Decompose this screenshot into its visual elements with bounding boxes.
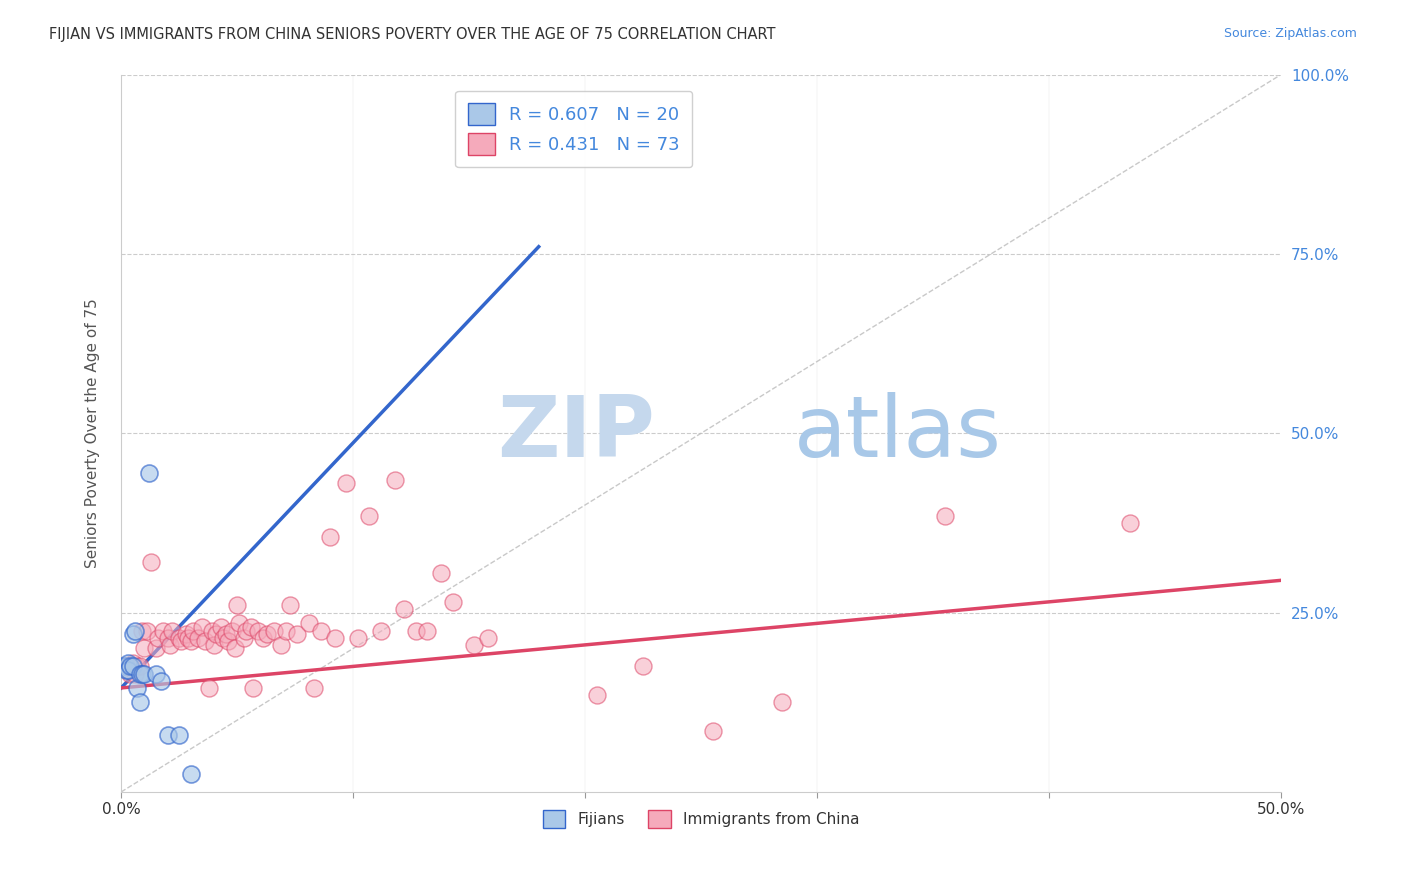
Point xyxy=(180,767,202,781)
Point xyxy=(194,634,217,648)
Point xyxy=(934,508,956,523)
Point xyxy=(191,620,214,634)
Point xyxy=(274,624,297,638)
Point xyxy=(149,673,172,688)
Point xyxy=(145,666,167,681)
Point xyxy=(201,624,224,638)
Point xyxy=(370,624,392,638)
Point xyxy=(120,666,142,681)
Point xyxy=(128,695,150,709)
Point xyxy=(131,666,153,681)
Point xyxy=(247,624,270,638)
Point xyxy=(226,599,249,613)
Point xyxy=(202,638,225,652)
Point xyxy=(384,473,406,487)
Point xyxy=(585,688,607,702)
Point xyxy=(160,624,183,638)
Point xyxy=(156,728,179,742)
Point xyxy=(214,627,236,641)
Point xyxy=(128,666,150,681)
Point xyxy=(145,641,167,656)
Point xyxy=(174,627,197,641)
Point xyxy=(117,656,139,670)
Point xyxy=(127,681,149,695)
Point xyxy=(298,616,321,631)
Text: ZIP: ZIP xyxy=(496,392,655,475)
Point xyxy=(416,624,439,638)
Point xyxy=(181,624,204,638)
Point xyxy=(114,659,136,673)
Point xyxy=(280,599,302,613)
Point xyxy=(114,659,136,673)
Point xyxy=(141,555,163,569)
Point xyxy=(156,631,179,645)
Point xyxy=(180,634,202,648)
Point xyxy=(138,466,160,480)
Point xyxy=(117,659,139,673)
Point xyxy=(124,624,146,638)
Point xyxy=(121,656,143,670)
Point xyxy=(212,631,235,645)
Point xyxy=(441,595,464,609)
Point xyxy=(240,620,263,634)
Point xyxy=(167,728,190,742)
Point xyxy=(702,723,724,738)
Point xyxy=(1119,516,1142,530)
Point xyxy=(217,634,239,648)
Point xyxy=(114,663,136,677)
Point xyxy=(177,631,200,645)
Point xyxy=(121,627,143,641)
Point xyxy=(148,631,170,645)
Text: Source: ZipAtlas.com: Source: ZipAtlas.com xyxy=(1223,27,1357,40)
Point xyxy=(233,631,256,645)
Point xyxy=(256,627,278,641)
Point xyxy=(127,659,149,673)
Point xyxy=(224,641,246,656)
Point xyxy=(263,624,285,638)
Point xyxy=(235,624,257,638)
Point xyxy=(770,695,793,709)
Point xyxy=(167,631,190,645)
Point xyxy=(117,663,139,677)
Point xyxy=(477,631,499,645)
Point xyxy=(170,634,193,648)
Point xyxy=(392,602,415,616)
Point xyxy=(205,627,228,641)
Point xyxy=(302,681,325,695)
Point xyxy=(124,666,146,681)
Point xyxy=(120,659,142,673)
Point xyxy=(335,476,357,491)
Point xyxy=(631,659,654,673)
Point xyxy=(463,638,485,652)
Point xyxy=(252,631,274,645)
Point xyxy=(430,566,453,581)
Text: FIJIAN VS IMMIGRANTS FROM CHINA SENIORS POVERTY OVER THE AGE OF 75 CORRELATION C: FIJIAN VS IMMIGRANTS FROM CHINA SENIORS … xyxy=(49,27,776,42)
Point xyxy=(319,530,342,544)
Point xyxy=(221,624,243,638)
Point xyxy=(309,624,332,638)
Point xyxy=(187,631,209,645)
Point xyxy=(209,620,232,634)
Point xyxy=(346,631,368,645)
Point xyxy=(134,641,156,656)
Point xyxy=(270,638,292,652)
Point xyxy=(128,659,150,673)
Y-axis label: Seniors Poverty Over the Age of 75: Seniors Poverty Over the Age of 75 xyxy=(86,298,100,568)
Point xyxy=(287,627,309,641)
Point xyxy=(121,659,143,673)
Point xyxy=(405,624,427,638)
Point xyxy=(135,624,157,638)
Point xyxy=(359,508,381,523)
Legend: Fijians, Immigrants from China: Fijians, Immigrants from China xyxy=(537,804,866,835)
Point xyxy=(152,624,174,638)
Point xyxy=(198,681,221,695)
Point xyxy=(131,624,153,638)
Text: atlas: atlas xyxy=(794,392,1002,475)
Point xyxy=(159,638,181,652)
Point xyxy=(228,616,250,631)
Point xyxy=(112,659,135,673)
Point xyxy=(242,681,264,695)
Point xyxy=(134,666,156,681)
Point xyxy=(323,631,346,645)
